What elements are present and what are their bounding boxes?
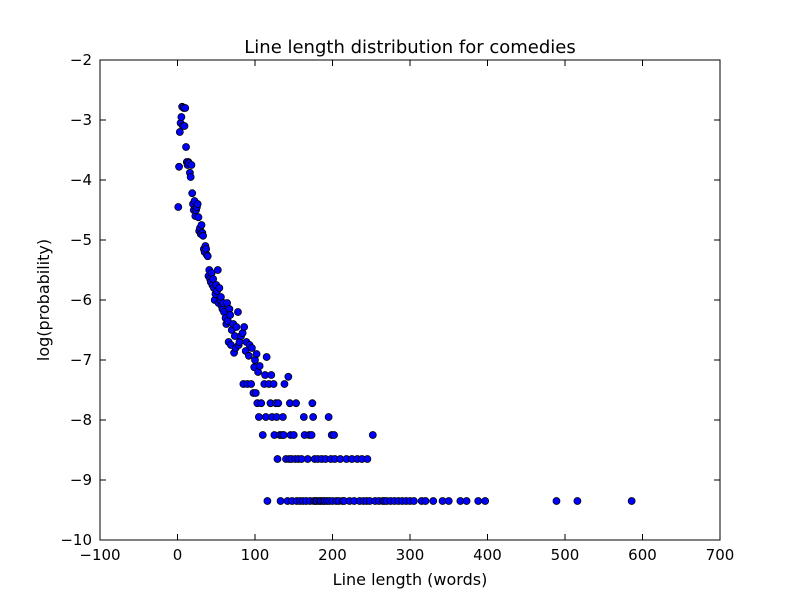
data-point: [409, 497, 418, 505]
data-point: [247, 344, 256, 352]
data-point: [188, 189, 197, 198]
data-point: [363, 455, 372, 463]
data-point: [474, 497, 483, 505]
data-point: [197, 221, 206, 229]
data-point: [421, 497, 430, 505]
x-tick-label: 700: [706, 546, 735, 564]
data-point: [303, 455, 312, 463]
data-point: [252, 350, 261, 358]
y-tick-label: −10: [60, 531, 92, 549]
data-point: [209, 275, 218, 283]
data-point: [481, 497, 490, 505]
data-point: [226, 311, 235, 319]
data-point: [174, 203, 183, 211]
x-tick-label: 0: [173, 546, 183, 564]
data-point: [194, 213, 203, 222]
data-point: [307, 431, 316, 439]
data-point: [257, 399, 266, 408]
data-point: [278, 413, 287, 421]
y-tick-label: −7: [70, 351, 92, 369]
x-tick-label: −100: [79, 546, 120, 564]
x-axis-label: Line length (words): [333, 570, 488, 589]
data-point: [627, 497, 636, 505]
x-tick-label: 300: [396, 546, 425, 564]
data-point: [284, 372, 293, 381]
data-point: [187, 161, 196, 169]
data-point: [324, 413, 333, 421]
data-point: [274, 399, 283, 408]
data-point: [175, 162, 183, 171]
y-tick-label: −8: [70, 411, 92, 429]
y-tick-label: −3: [70, 111, 92, 129]
data-point: [273, 455, 282, 463]
x-tick-label: 100: [241, 546, 270, 564]
data-point: [289, 431, 298, 439]
data-point: [309, 413, 318, 421]
data-point: [368, 431, 377, 439]
data-point: [203, 252, 212, 261]
data-point: [254, 413, 263, 421]
data-point: [330, 431, 338, 439]
data-point: [180, 122, 189, 130]
axis-ticks: −100 0 100 200 300 400 500 600 700 −10 −9 −8 −7 −6 −5 −…: [60, 51, 734, 564]
data-point: [552, 497, 561, 505]
data-point: [308, 399, 317, 408]
data-point: [182, 143, 190, 151]
data-point: [175, 128, 184, 136]
data-point: [263, 497, 272, 505]
y-tick-label: −4: [70, 171, 92, 189]
data-point: [186, 173, 195, 181]
x-tick-label: 400: [473, 546, 502, 564]
data-point: [244, 351, 253, 360]
y-tick-label: −6: [70, 291, 92, 309]
data-point: [429, 497, 438, 505]
data-point: [215, 284, 224, 292]
data-point: [573, 497, 582, 505]
y-tick-label: −5: [70, 231, 92, 249]
y-tick-label: −2: [70, 51, 92, 69]
data-point: [240, 323, 249, 331]
data-point: [299, 413, 308, 421]
data-point: [232, 323, 241, 331]
data-point: [269, 380, 278, 388]
data-point: [177, 113, 186, 121]
data-point: [262, 353, 271, 361]
data-point: [181, 104, 190, 112]
data-point: [267, 371, 276, 379]
data-point: [251, 389, 260, 397]
data-point: [213, 266, 222, 274]
x-tick-label: 600: [628, 546, 657, 564]
data-point: [444, 497, 453, 505]
x-tick-label: 500: [551, 546, 580, 564]
data-point: [199, 231, 207, 240]
data-point: [193, 200, 202, 208]
data-point: [462, 497, 471, 505]
data-point: [276, 497, 285, 505]
data-point: [255, 362, 264, 370]
x-tick-label: 200: [318, 546, 347, 564]
chart-title: Line length distribution for comedies: [244, 37, 576, 58]
data-point: [258, 431, 267, 439]
data-point: [279, 431, 288, 439]
data-point: [280, 380, 289, 388]
data-point: [292, 399, 300, 408]
data-point: [234, 308, 242, 316]
y-axis-label: log(probability): [34, 239, 53, 361]
data-point: [247, 380, 256, 388]
y-tick-label: −9: [70, 471, 92, 489]
